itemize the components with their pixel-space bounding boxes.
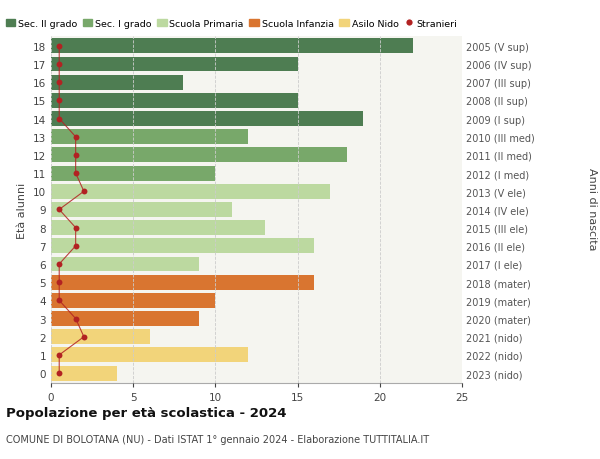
Text: Popolazione per età scolastica - 2024: Popolazione per età scolastica - 2024 [6,406,287,419]
Point [79,333,89,341]
Point [55,352,64,359]
Point [79,188,89,196]
Bar [51,293,215,308]
Bar [51,330,149,344]
Bar [51,185,331,199]
Point [55,97,64,105]
Bar [51,148,347,163]
Bar [51,366,117,381]
Bar [51,348,248,363]
Legend: Sec. II grado, Sec. I grado, Scuola Primaria, Scuola Infanzia, Asilo Nido, Stran: Sec. II grado, Sec. I grado, Scuola Prim… [5,20,457,28]
Text: COMUNE DI BOLOTANA (NU) - Dati ISTAT 1° gennaio 2024 - Elaborazione TUTTITALIA.I: COMUNE DI BOLOTANA (NU) - Dati ISTAT 1° … [6,434,429,444]
Bar [51,57,298,72]
Y-axis label: Età alunni: Età alunni [17,182,28,238]
Point [55,369,64,377]
Point [71,134,80,141]
Bar [51,94,298,109]
Bar [51,239,314,254]
Bar [51,311,199,326]
Point [71,152,80,159]
Point [55,261,64,268]
Bar [51,202,232,218]
Point [55,116,64,123]
Point [55,43,64,50]
Point [71,224,80,232]
Text: Anni di nascita: Anni di nascita [587,168,597,250]
Bar [51,76,182,90]
Point [55,206,64,213]
Bar [51,112,364,127]
Point [71,170,80,177]
Bar [51,130,248,145]
Point [71,243,80,250]
Bar [51,221,265,235]
Point [55,61,64,68]
Point [55,79,64,87]
Point [55,297,64,304]
Bar [51,39,413,54]
Bar [51,166,215,181]
Point [71,315,80,323]
Bar [51,275,314,290]
Point [55,279,64,286]
Bar [51,257,199,272]
